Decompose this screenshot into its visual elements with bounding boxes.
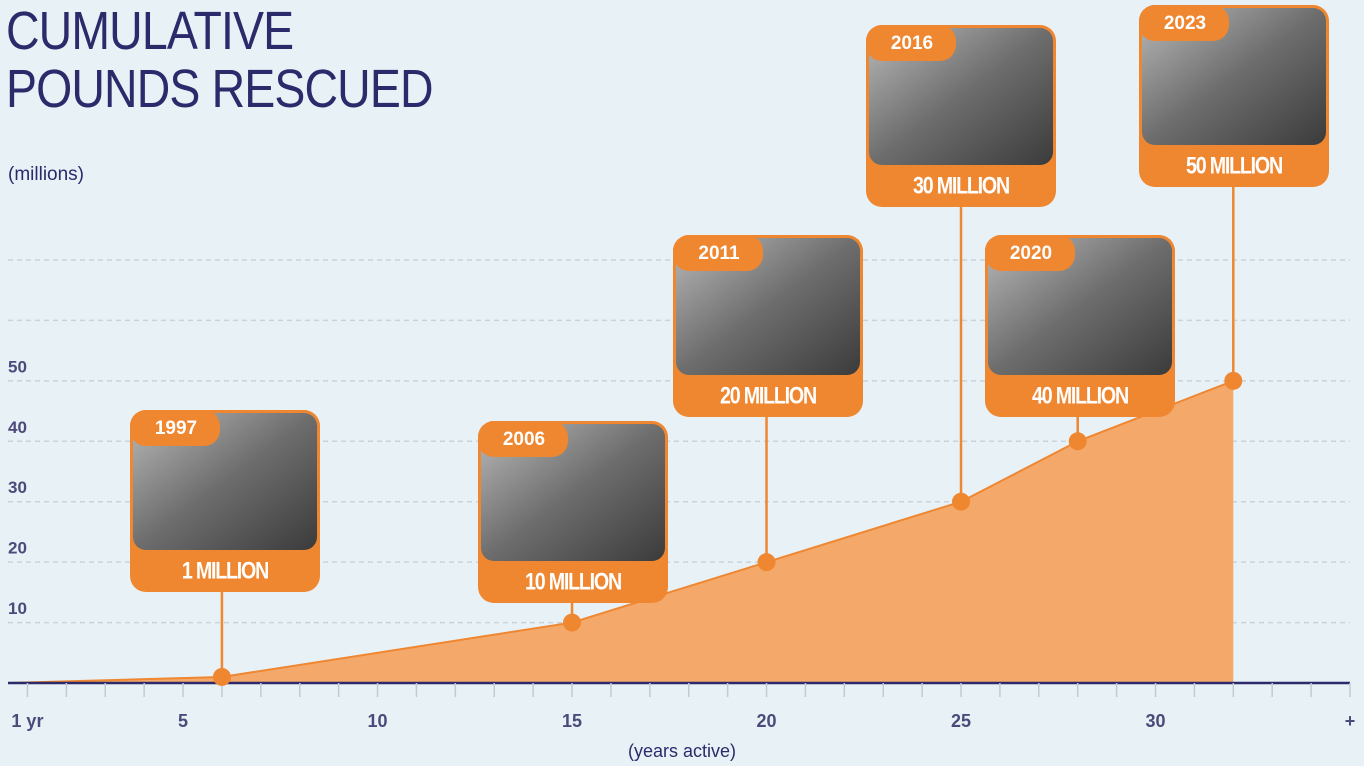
data-point bbox=[952, 493, 970, 511]
x-tick-label: 5 bbox=[178, 711, 188, 731]
x-tick-label: + bbox=[1345, 711, 1356, 731]
milestone-value: 50 MILLION bbox=[1186, 151, 1282, 178]
milestone-year: 2020 bbox=[1010, 243, 1052, 264]
data-point bbox=[563, 614, 581, 632]
data-point bbox=[758, 553, 776, 571]
x-tick-label: 10 bbox=[368, 711, 388, 731]
milestone-value: 30 MILLION bbox=[913, 171, 1009, 198]
milestone-year: 2006 bbox=[503, 429, 545, 450]
x-tick-label: 20 bbox=[757, 711, 777, 731]
milestone-year: 2023 bbox=[1164, 13, 1206, 34]
milestone-year: 1997 bbox=[155, 418, 197, 439]
milestone-value: 20 MILLION bbox=[720, 381, 816, 408]
data-point bbox=[213, 668, 231, 686]
y-tick-label: 30 bbox=[8, 478, 27, 497]
milestone-year: 2011 bbox=[698, 243, 740, 264]
x-tick-label: 1 yr bbox=[11, 711, 43, 731]
milestone-value: 10 MILLION bbox=[525, 567, 621, 594]
milestone-value: 1 MILLION bbox=[182, 556, 269, 583]
data-point bbox=[1069, 432, 1087, 450]
page: CUMULATIVE POUNDS RESCUED (millions) (ye… bbox=[0, 0, 1364, 766]
x-tick-label: 25 bbox=[951, 711, 971, 731]
y-tick-label: 20 bbox=[8, 539, 27, 558]
y-tick-label: 50 bbox=[8, 357, 27, 376]
y-tick-label: 40 bbox=[8, 418, 27, 437]
x-axis-label: (years active) bbox=[628, 741, 736, 761]
x-tick-label: 30 bbox=[1145, 711, 1165, 731]
y-tick-label: 10 bbox=[8, 599, 27, 618]
chart: (years active) 10 20 30 40 50 1 yr 5 10 15 20 25 30… bbox=[0, 0, 1364, 766]
milestone-year: 2016 bbox=[891, 33, 933, 54]
x-tick-label: 15 bbox=[562, 711, 582, 731]
data-point bbox=[1224, 372, 1242, 390]
milestone-value: 40 MILLION bbox=[1032, 381, 1128, 408]
